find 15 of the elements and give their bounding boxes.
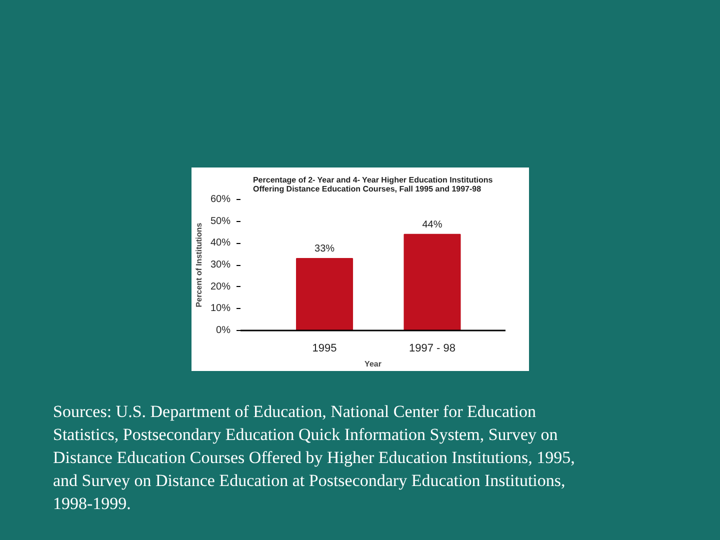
y-tick-label: 30%	[210, 260, 231, 270]
x-tick-label: 1997 - 98	[409, 342, 456, 354]
y-tick-label: 60%	[210, 194, 231, 205]
y-tick-label: 20%	[210, 281, 231, 292]
chart-title: Percentage of 2- Year and 4- Year Higher Education Institutions Offering Distance Education Courses, Fall 1995 and 1997-98	[252, 176, 494, 194]
y-tick-label: 40%	[210, 238, 231, 249]
y-tick-label: 50%	[210, 216, 231, 227]
y-axis-title: Percent of Institutions	[194, 222, 204, 308]
y-tick-label: 0%	[216, 325, 231, 336]
x-axis-title: Year	[364, 360, 382, 368]
x-tick-label: 1995	[312, 342, 337, 354]
y-tick-label: 10%	[210, 303, 231, 314]
data-label: 44%	[422, 219, 442, 230]
data-label: 33%	[314, 243, 335, 254]
source-note: Sources: U.S. Department of Education, National Center for Education Statistics, Postsecondary Education Quick Information System, Survey on Distance Education Courses Offered by Higher Education Institutions, 1995, and Survey on Distance Education at Postsecondary Education Institutions, 1998-1999.	[53, 401, 576, 515]
